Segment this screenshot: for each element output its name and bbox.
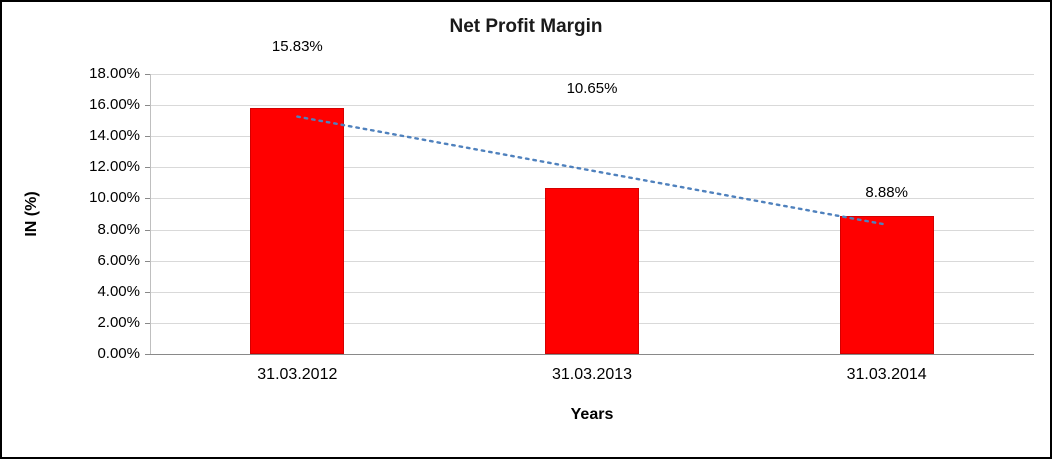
data-label: 10.65% <box>566 80 618 97</box>
y-tick-label: 16.00% <box>89 96 140 114</box>
x-tick-label: 31.03.2012 <box>257 366 338 383</box>
y-tick-label: 14.00% <box>89 127 140 145</box>
y-tick-mark <box>145 260 150 262</box>
bar <box>839 215 934 354</box>
gridline <box>150 105 1034 107</box>
y-tick-label: 6.00% <box>97 251 140 269</box>
y-tick-label: 18.00% <box>89 65 140 82</box>
y-tick-mark <box>145 198 150 200</box>
y-axis-line <box>150 74 151 354</box>
chart-title: Net Profit Margin <box>449 16 603 37</box>
y-tick-mark <box>145 167 150 169</box>
y-tick-mark <box>145 74 150 75</box>
y-tick-label: 2.00% <box>97 313 140 331</box>
y-tick-mark <box>145 322 150 324</box>
data-label: 8.88% <box>865 184 908 201</box>
y-tick-label: 0.00% <box>97 345 140 362</box>
y-tick-mark <box>145 136 150 138</box>
y-tick-mark <box>145 291 150 293</box>
bar <box>250 107 345 354</box>
x-tick-label: 31.03.2013 <box>551 366 633 383</box>
y-tick-mark <box>145 229 150 231</box>
bar <box>545 188 639 354</box>
y-tick-label: 10.00% <box>89 189 140 207</box>
y-axis-title: IN (%) <box>23 191 40 237</box>
y-tick-mark <box>145 354 150 355</box>
x-axis-line <box>150 354 1034 355</box>
data-label: 15.83% <box>271 38 323 55</box>
x-tick-label: 31.03.2014 <box>846 366 927 383</box>
y-tick-mark <box>145 105 150 107</box>
x-axis-title: Years <box>570 406 614 423</box>
gridline <box>150 74 1034 75</box>
y-tick-label: 4.00% <box>97 282 140 300</box>
y-tick-label: 12.00% <box>89 158 140 176</box>
y-tick-label: 8.00% <box>97 220 140 238</box>
